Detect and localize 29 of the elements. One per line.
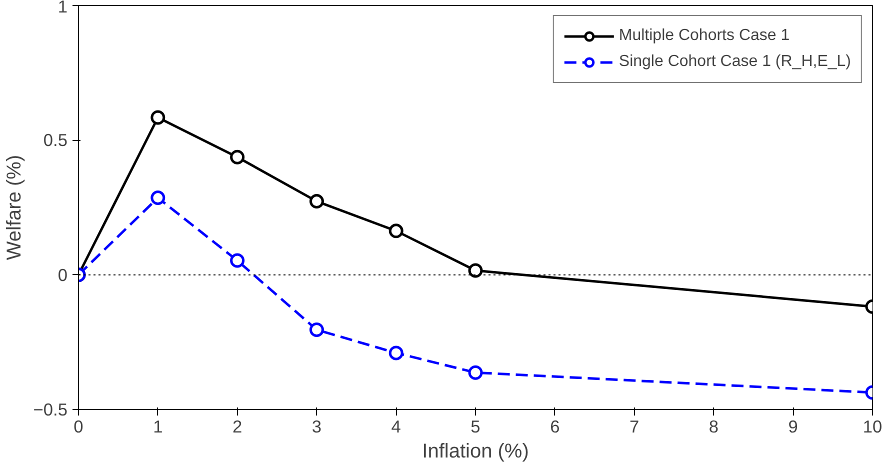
x-tick-label: 6 [550,416,560,436]
x-tick-label: 4 [391,416,402,436]
point [150,110,166,125]
x-axis-title: Inflation (%) [422,440,529,462]
point [468,365,483,380]
point [388,346,404,360]
point [309,194,324,209]
x-tick-label: 1 [153,416,163,436]
point [150,190,166,206]
y-tick-label: −0.5 [33,400,68,420]
y-tick-label: 0 [58,264,68,285]
x-tick-label: 10 [862,416,882,436]
x-tick-label: 3 [312,416,322,436]
point [388,224,404,238]
x-tick-label: 8 [708,416,719,436]
x-tick-label: 2 [232,416,242,436]
legend-label: Single Cohort Case 1 (R_H,E_L) [618,53,851,71]
x-tick-label: 9 [788,416,798,436]
x-tick-label: 5 [470,416,480,436]
legend-label: Multiple Cohorts Case 1 [618,27,790,45]
point [230,150,245,164]
point [468,263,483,278]
x-tick-label: 0 [74,416,84,436]
y-tick-label: 1 [58,0,68,16]
y-tick-label: 0.5 [43,130,68,150]
point [230,253,245,268]
y-axis-title: Welfare (%) [3,154,26,260]
point [309,322,324,338]
x-tick-label: 7 [629,416,640,436]
